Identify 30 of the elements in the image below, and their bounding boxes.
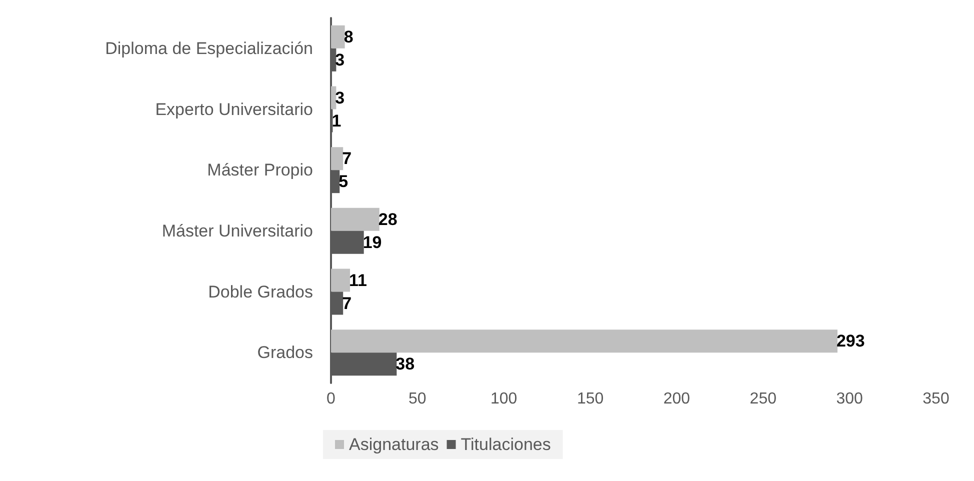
data-label: 28 [378,210,398,229]
legend-label: Asignaturas [349,435,439,454]
bar [331,268,350,292]
bar [331,147,344,170]
data-label: 1 [332,111,342,130]
data-label: 7 [342,149,352,168]
x-tick-label: 250 [750,390,777,408]
y-tick-label: Máster Universitario [162,221,313,240]
x-tick-label: 200 [663,390,690,408]
bar [331,25,345,48]
bar [331,86,336,110]
y-tick-label: Diploma de Especialización [105,38,313,58]
legend-label: Titulaciones [460,435,551,454]
x-tick-label: 150 [576,390,604,408]
data-label: 19 [362,232,382,252]
y-tick-label: Experto Universitario [155,100,313,119]
y-tick-label: Máster Propio [207,160,313,180]
y-tick-label: Grados [257,343,313,362]
x-tick-label: 50 [408,390,426,408]
bar [331,330,838,353]
x-tick-label: 100 [490,390,518,408]
x-tick-label: 350 [922,390,950,408]
x-tick-label: 0 [326,390,336,408]
x-tick-label: 300 [836,390,864,408]
bar [331,208,380,231]
data-label: 3 [335,88,345,108]
data-label: 8 [344,27,354,46]
data-label: 293 [836,332,865,351]
data-label: 11 [349,270,367,290]
y-tick-label: Doble Grados [208,282,313,302]
